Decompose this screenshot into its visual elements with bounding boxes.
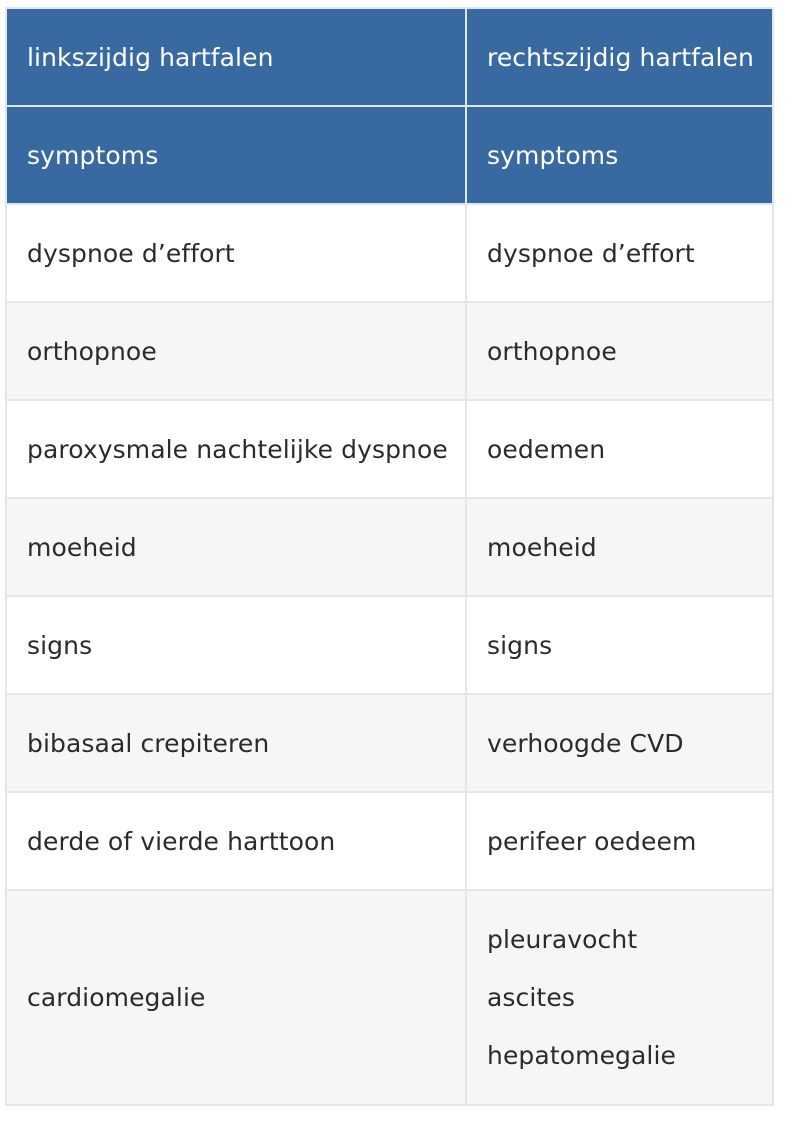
table-subheader-row: symptoms symptoms — [5, 105, 774, 205]
table-row: orthopnoe orthopnoe — [5, 301, 774, 401]
table-cell-left: cardiomegalie — [5, 889, 467, 1106]
table-row: cardiomegalie pleuravocht ascites hepato… — [5, 889, 774, 1106]
table-row: derde of vierde harttoon perifeer oedeem — [5, 791, 774, 891]
table-cell-left: dyspnoe d’effort — [5, 203, 467, 303]
table-cell-right: oedemen — [465, 399, 774, 499]
heart-failure-table: linkszijdig hartfalen rechtszijdig hartf… — [5, 7, 774, 1106]
table-cell-right: dyspnoe d’effort — [465, 203, 774, 303]
table-cell-right-multiline: pleuravocht ascites hepatomegalie — [465, 889, 774, 1106]
table-cell-right: signs — [465, 595, 774, 695]
subheader-cell-right: symptoms — [465, 105, 774, 205]
table-row: moeheid moeheid — [5, 497, 774, 597]
cell-line: pleuravocht — [487, 924, 638, 954]
table-row: signs signs — [5, 595, 774, 695]
table-cell-left: orthopnoe — [5, 301, 467, 401]
table-row: paroxysmale nachtelijke dyspnoe oedemen — [5, 399, 774, 499]
header-cell-left-heart-failure: linkszijdig hartfalen — [5, 7, 467, 107]
table-cell-right: moeheid — [465, 497, 774, 597]
table-row: bibasaal crepiteren verhoogde CVD — [5, 693, 774, 793]
cell-line: ascites — [487, 982, 575, 1012]
cell-line: hepatomegalie — [487, 1040, 677, 1070]
table-cell-right: verhoogde CVD — [465, 693, 774, 793]
table-row: dyspnoe d’effort dyspnoe d’effort — [5, 203, 774, 303]
table-cell-left: moeheid — [5, 497, 467, 597]
table-cell-left: derde of vierde harttoon — [5, 791, 467, 891]
header-cell-right-heart-failure: rechtszijdig hartfalen — [465, 7, 774, 107]
table-header-row: linkszijdig hartfalen rechtszijdig hartf… — [5, 7, 774, 107]
table-cell-left: signs — [5, 595, 467, 695]
table-cell-right: perifeer oedeem — [465, 791, 774, 891]
table-cell-right: orthopnoe — [465, 301, 774, 401]
table-cell-left: paroxysmale nachtelijke dyspnoe — [5, 399, 467, 499]
table-cell-left: bibasaal crepiteren — [5, 693, 467, 793]
subheader-cell-left: symptoms — [5, 105, 467, 205]
